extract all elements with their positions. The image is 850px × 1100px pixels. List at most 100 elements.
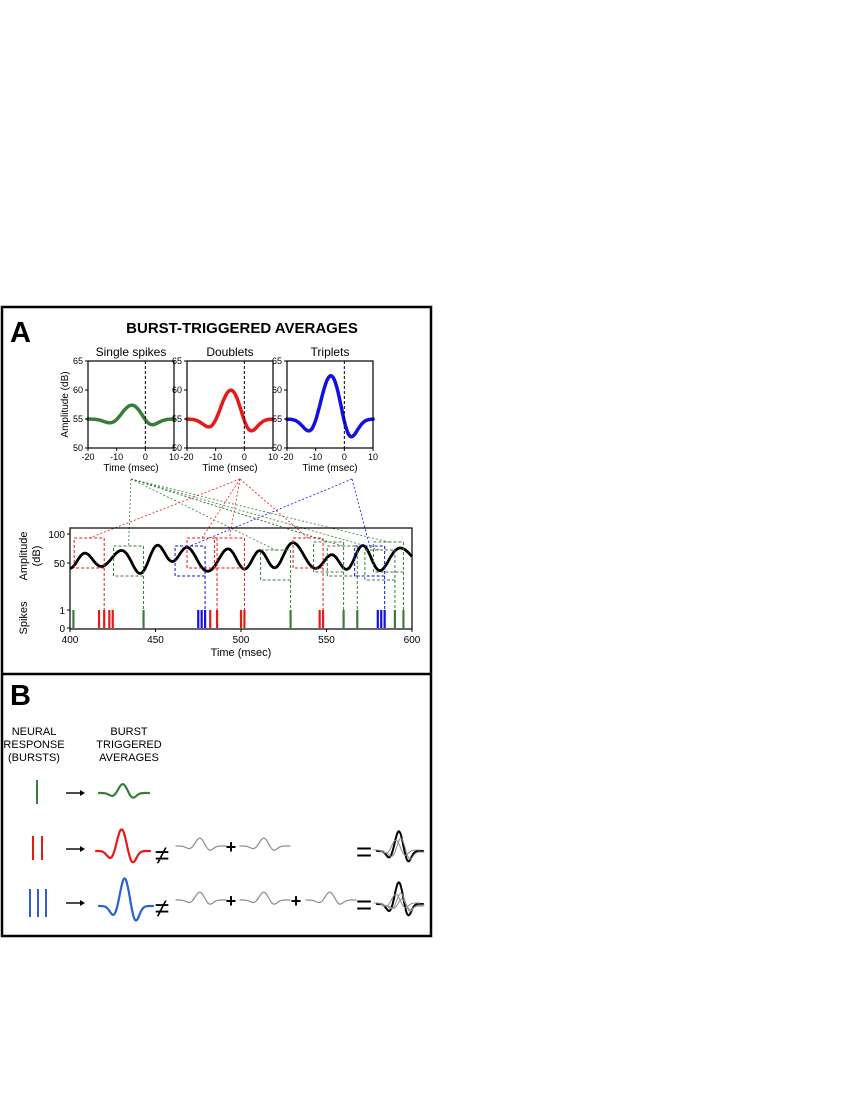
plus-sign-triplet-1: + [226,891,237,911]
figure-frame [0,305,433,938]
spike-tick-label: 1 [59,606,65,617]
inset-triplet: Triplets -20 -10 0 10 50 55 60 65 Time (msec) [272,345,378,474]
single-connector [130,478,343,547]
trace-ylabel: Amplitude [18,532,30,581]
trace-plot: Amplitude (dB) 50 100 Spikes 0 1 400 450 500 550 60… [18,527,421,659]
equals-sign-doublet: = [356,836,372,867]
single-connector [130,478,276,551]
single-window [372,541,404,573]
inset-frame [87,360,175,449]
x-tick-label: 10 [169,452,179,462]
col2-line1: BURST [110,726,148,738]
y-tick-label: 65 [172,356,182,366]
grey-component-wave [305,891,357,905]
y-tick-label: 55 [73,414,83,424]
doublet-window [186,537,218,569]
inset-title: Doublets [206,345,253,359]
arrow-head [80,900,85,906]
sum-wave-component [373,893,421,909]
y-tick-label: 50 [172,443,182,453]
doublet-connector [239,478,309,539]
y-tick-label: 55 [272,414,282,424]
single-bta-wave [97,782,151,799]
x-tick-label: 10 [268,452,278,462]
amp-tick-label: 50 [54,559,66,570]
inset-xlabel: Time (msec) [202,463,257,474]
x-tick-label: 0 [242,452,247,462]
y-tick-label: 65 [73,356,83,366]
single-window [260,549,292,581]
col2-line3: AVERAGES [99,752,159,764]
y-tick-label: 55 [172,414,182,424]
neq-sign-triplet: ≠ [155,893,169,923]
bta-curve [285,374,375,439]
doublet-connector [229,478,241,539]
amp-tick-label: 100 [48,530,65,541]
time-tick-label: 450 [147,635,164,646]
single-connector [130,478,389,543]
inset-xlabel: Time (msec) [103,463,158,474]
single-window [364,549,396,581]
x-tick-label: 10 [368,452,378,462]
col2-line2: TRIGGERED [96,739,161,751]
single-window [326,545,358,577]
x-tick-label: -20 [180,452,193,462]
col1-line2: RESPONSE [3,739,64,751]
doublet-window [73,537,105,569]
inset-frame [286,360,374,449]
panel-b-letter: B [10,680,31,712]
sum-wave-component [379,837,425,860]
time-tick-label: 500 [233,635,250,646]
x-tick-label: -20 [280,452,293,462]
arrow-doublet [66,846,85,852]
doublet-window [213,537,245,569]
x-tick-label: -10 [110,452,123,462]
arrow-head [80,790,85,796]
bta-curve [185,388,275,433]
arrow-single [66,790,85,796]
x-tick-label: 0 [342,452,347,462]
triplet-connector [351,478,371,547]
trace-xlabel: Time (msec) [211,647,272,659]
amplitude-trace [69,541,413,575]
single-window [113,545,145,577]
x-tick-label: 0 [143,452,148,462]
doublet-connector [201,478,241,539]
trace-ylabel-unit: (dB) [31,546,43,567]
triplet-window [174,545,206,577]
time-tick-label: 550 [318,635,335,646]
inset-ylabel: Amplitude (dB) [60,371,71,437]
time-tick-label: 600 [404,635,421,646]
equals-sign-triplet: = [356,889,372,920]
col1-line3: (BURSTS) [8,752,60,764]
x-tick-label: -20 [81,452,94,462]
panel-b: B NEURAL RESPONSE (BURSTS) BURST TRIGGER… [3,680,425,923]
grey-component-wave [239,891,291,905]
inset-title: Triplets [311,345,350,359]
panel-a-letter: A [10,317,31,349]
y-tick-label: 60 [73,385,83,395]
doublet-connector [89,478,241,539]
arrow-triplet [66,900,85,906]
grey-component-wave [175,891,227,905]
grey-component-wave [239,837,291,851]
sum-wave-component [373,839,421,856]
triplet-bta-wave [97,877,155,922]
y-tick-label: 60 [272,385,282,395]
inset-frame [186,360,274,449]
panel-a-title: BURST-TRIGGERED AVERAGES [126,320,358,337]
panel-b-rows [29,780,425,922]
arrow-head [80,846,85,852]
plus-sign-doublet: + [226,837,237,857]
inset-xlabel: Time (msec) [302,463,357,474]
triplet-connector [189,478,353,547]
single-connector [128,478,132,547]
grey-component-wave [175,837,227,851]
col1-line1: NEURAL [12,726,57,738]
inset-title: Single spikes [96,345,167,359]
y-tick-label: 50 [272,443,282,453]
